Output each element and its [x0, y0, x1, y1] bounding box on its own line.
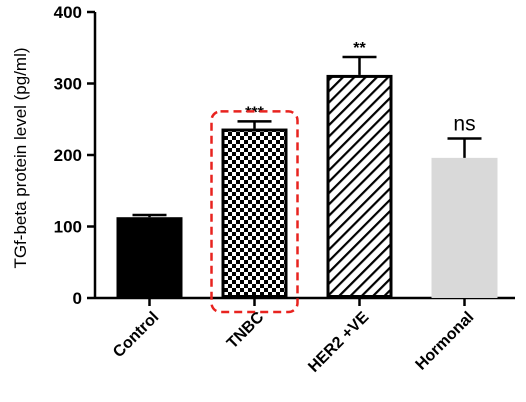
bar-hormonal — [431, 157, 498, 298]
y-tick-label: 100 — [54, 218, 82, 237]
bars — [116, 74, 498, 298]
y-axis-label: TGf-beta protein level (pg/ml) — [11, 47, 30, 268]
y-axis: 0 100 200 300 400 — [54, 3, 97, 308]
y-tick-label: 200 — [54, 146, 82, 165]
category-label: Control — [110, 309, 162, 361]
error-bars — [132, 55, 482, 218]
highlight-box — [210, 110, 299, 314]
y-tick-label: 300 — [54, 75, 82, 94]
category-label: Hormonal — [413, 309, 478, 374]
significance-labels: *****ns — [245, 40, 475, 136]
category-label: HER2 +VE — [305, 309, 372, 376]
bar-her2-ve — [326, 74, 393, 298]
x-axis — [95, 296, 515, 306]
category-label: TNBC — [224, 308, 268, 352]
bar-tnbc — [221, 128, 288, 298]
highlight-box-rect — [210, 110, 299, 314]
category-labels: Control TNBC HER2 +VE Hormonal — [110, 308, 477, 375]
y-tick-label: 400 — [54, 3, 82, 22]
y-tick-label: 0 — [73, 289, 82, 308]
bar-control — [116, 217, 183, 298]
significance-label: ** — [353, 40, 366, 57]
significance-label: ns — [453, 113, 475, 136]
significance-label: *** — [245, 104, 264, 121]
